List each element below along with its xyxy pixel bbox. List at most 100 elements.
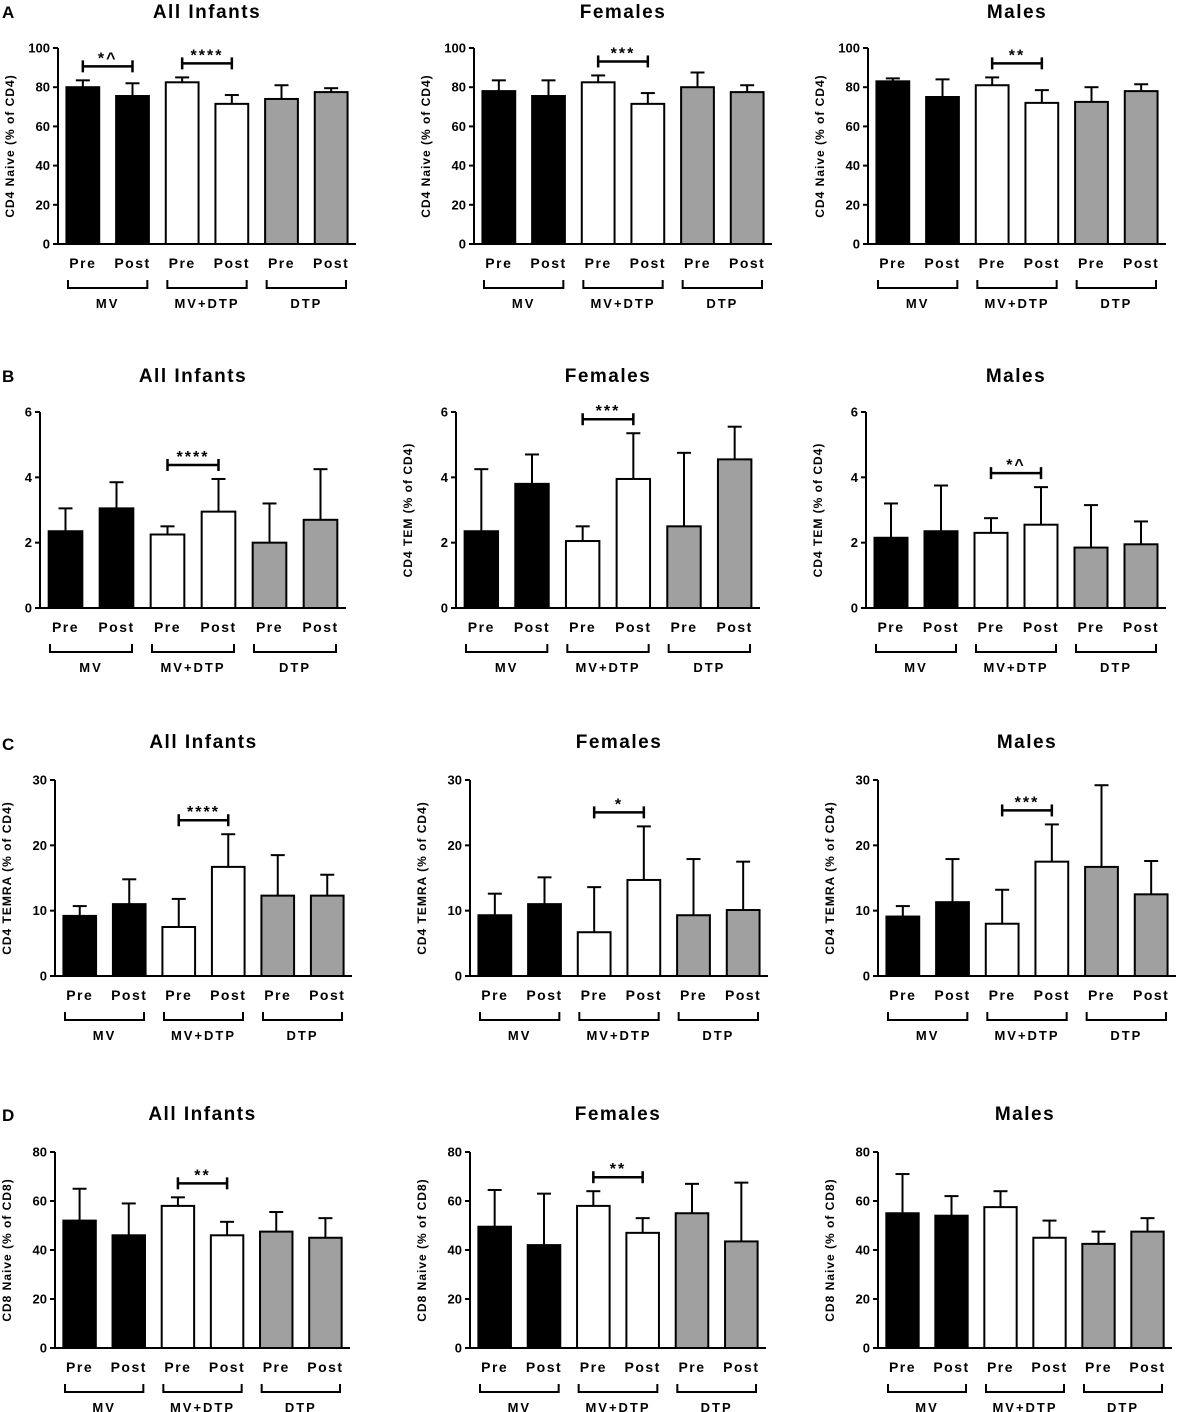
chart-a-1-ytick-label: 0 bbox=[43, 237, 50, 252]
chart-d-2-ytick-label: 80 bbox=[448, 1145, 462, 1160]
chart-c-3-bar-2 bbox=[935, 901, 970, 978]
chart-c-2-ytick-label: 10 bbox=[448, 903, 462, 918]
chart-c-2-bar-6 bbox=[725, 909, 761, 977]
chart-b-2-group-label: DTP bbox=[693, 660, 725, 675]
chart-a-1-ytick-label: 100 bbox=[28, 41, 50, 56]
chart-c-1-group-label: MV+DTP bbox=[171, 1028, 236, 1043]
chart-d-3-xtick-label: Pre bbox=[1085, 1359, 1112, 1375]
chart-c-3-title: Males bbox=[997, 732, 1057, 753]
chart-c-1-xtick-label: Pre bbox=[66, 987, 93, 1003]
chart-b-2-ytick-label: 0 bbox=[441, 601, 448, 616]
chart-a-3-ytick-label: 0 bbox=[853, 237, 860, 252]
chart-b-1-group-label: DTP bbox=[279, 660, 311, 675]
chart-d-3-bar-3 bbox=[983, 1206, 1018, 1349]
chart-c-3-bar-6 bbox=[1133, 893, 1169, 977]
chart-a-1-xtick-label: Post bbox=[214, 255, 250, 271]
chart-b-1-title: All Infants bbox=[139, 366, 247, 387]
chart-a-1-group-bracket bbox=[265, 280, 347, 289]
chart-d-1-group-bracket bbox=[162, 1384, 243, 1393]
chart-c-1-xtick-label: Post bbox=[309, 987, 345, 1003]
chart-a-2-xtick-label: Post bbox=[630, 255, 666, 271]
chart-a-1-group-label: DTP bbox=[290, 296, 322, 311]
chart-b-2-xtick-label: Post bbox=[716, 619, 752, 635]
chart-b-2-group-label: MV+DTP bbox=[575, 660, 640, 675]
chart-b-1-xtick-label: Post bbox=[200, 619, 236, 635]
chart-b-1-xtick-label: Pre bbox=[256, 619, 283, 635]
chart-b-2-xtick-label: Post bbox=[514, 619, 550, 635]
chart-b-3-group-label: DTP bbox=[1100, 660, 1132, 675]
chart-a-3-bar-5 bbox=[1074, 100, 1109, 246]
chart-b-1-ytick-label: 0 bbox=[25, 601, 32, 616]
chart-c-3-group-bracket bbox=[986, 1012, 1068, 1021]
chart-c-1-group-bracket bbox=[163, 1012, 244, 1021]
chart-c-2-bar-1 bbox=[477, 914, 513, 977]
chart-b-2-bar-1 bbox=[463, 530, 500, 610]
chart-a-3-y-axis-label: CD4 Naive (% of CD4) bbox=[813, 74, 827, 217]
chart-c-1-ytick-label: 0 bbox=[40, 969, 47, 984]
chart-d-3-ytick-label: 60 bbox=[856, 1194, 870, 1209]
chart-d-2-ytick-label: 20 bbox=[448, 1292, 462, 1307]
panel-letter-a: A bbox=[2, 3, 14, 22]
chart-d-2-sig-label: ** bbox=[610, 1161, 626, 1178]
chart-c-3-bar-3 bbox=[984, 922, 1020, 978]
chart-b-3-ytick-label: 0 bbox=[851, 601, 858, 616]
chart-b-3-xtick-label: Pre bbox=[1077, 619, 1104, 635]
chart-c-3-group-bracket bbox=[887, 1012, 969, 1021]
chart-d-2-group-label: MV bbox=[508, 1400, 532, 1412]
chart-a-1-ytick-label: 20 bbox=[36, 197, 50, 212]
chart-c-1-y-axis-label: CD4 TEMRA (% of CD4) bbox=[0, 801, 14, 955]
chart-b-2-xtick-label: Pre bbox=[569, 619, 596, 635]
panel-letter-c: C bbox=[2, 735, 14, 754]
chart-b-3-bar-3 bbox=[973, 531, 1009, 609]
chart-c-1-xtick-label: Pre bbox=[165, 987, 192, 1003]
chart-a-1-title: All Infants bbox=[153, 2, 261, 23]
chart-d-2-group-bracket bbox=[479, 1384, 560, 1393]
chart-d-2-xtick-label: Post bbox=[526, 1359, 562, 1375]
chart-b-3-bar-5 bbox=[1073, 546, 1109, 609]
chart-a-1-xtick-label: Pre bbox=[169, 255, 196, 271]
chart-b-3-bar-1 bbox=[873, 536, 909, 609]
chart-c-1-bar-3 bbox=[161, 926, 197, 977]
chart-d-1-group-label: MV bbox=[92, 1400, 116, 1412]
chart-b-1-group-label: MV bbox=[79, 660, 103, 675]
chart-d-3-group-label: MV+DTP bbox=[992, 1400, 1057, 1412]
chart-a-3-ytick-label: 60 bbox=[846, 119, 860, 134]
chart-a-2-y-axis-label: CD4 Naive (% of CD4) bbox=[419, 74, 433, 217]
chart-b-3-xtick-label: Post bbox=[1123, 619, 1159, 635]
chart-d-3-group-bracket bbox=[1083, 1384, 1163, 1393]
chart-c-1-bar-6 bbox=[309, 894, 345, 978]
chart-b-1-bar-4 bbox=[200, 510, 237, 609]
chart-d-1-xtick-label: Pre bbox=[164, 1359, 191, 1375]
chart-b-2-group-bracket bbox=[465, 644, 549, 653]
chart-c-1-xtick-label: Pre bbox=[264, 987, 291, 1003]
chart-a-1-sig-label: **** bbox=[191, 47, 224, 64]
chart-a-2-ytick-label: 80 bbox=[452, 80, 466, 95]
chart-c-2-bar-4 bbox=[626, 878, 662, 978]
chart-c-1-group-label: MV bbox=[93, 1028, 117, 1043]
chart-b-3-xtick-label: Pre bbox=[877, 619, 904, 635]
chart-b-3-title: Males bbox=[986, 366, 1046, 387]
chart-b-3-xtick-label: Post bbox=[1023, 619, 1059, 635]
chart-b-2-xtick-label: Pre bbox=[670, 619, 697, 635]
chart-b-3-bar-6 bbox=[1123, 543, 1159, 609]
chart-d-3-ytick-label: 20 bbox=[856, 1292, 870, 1307]
chart-b-3-ytick-label: 4 bbox=[851, 470, 859, 485]
chart-d-3-group-label: MV bbox=[915, 1400, 939, 1412]
chart-c-3-xtick-label: Post bbox=[1133, 987, 1169, 1003]
chart-c-2-xtick-label: Pre bbox=[481, 987, 508, 1003]
chart-a-3-group-label: MV bbox=[906, 296, 930, 311]
chart-b-2-bar-3 bbox=[564, 540, 601, 609]
chart-d-1-bar-2 bbox=[111, 1234, 146, 1350]
chart-c-2-ytick-label: 0 bbox=[455, 969, 462, 984]
chart-d-2-xtick-label: Post bbox=[624, 1359, 660, 1375]
chart-b-3-sig-label: *^ bbox=[1006, 457, 1026, 474]
chart-a-1-xtick-label: Post bbox=[313, 255, 349, 271]
chart-d-1-xtick-label: Post bbox=[209, 1359, 245, 1375]
chart-a-2-group-label: MV bbox=[512, 296, 536, 311]
chart-d-2-xtick-label: Pre bbox=[481, 1359, 508, 1375]
chart-d-3-ytick-label: 80 bbox=[856, 1145, 870, 1160]
chart-c-3-xtick-label: Pre bbox=[1088, 987, 1115, 1003]
chart-a-1-xtick-label: Pre bbox=[69, 255, 96, 271]
chart-b-3-group-bracket bbox=[875, 644, 957, 653]
